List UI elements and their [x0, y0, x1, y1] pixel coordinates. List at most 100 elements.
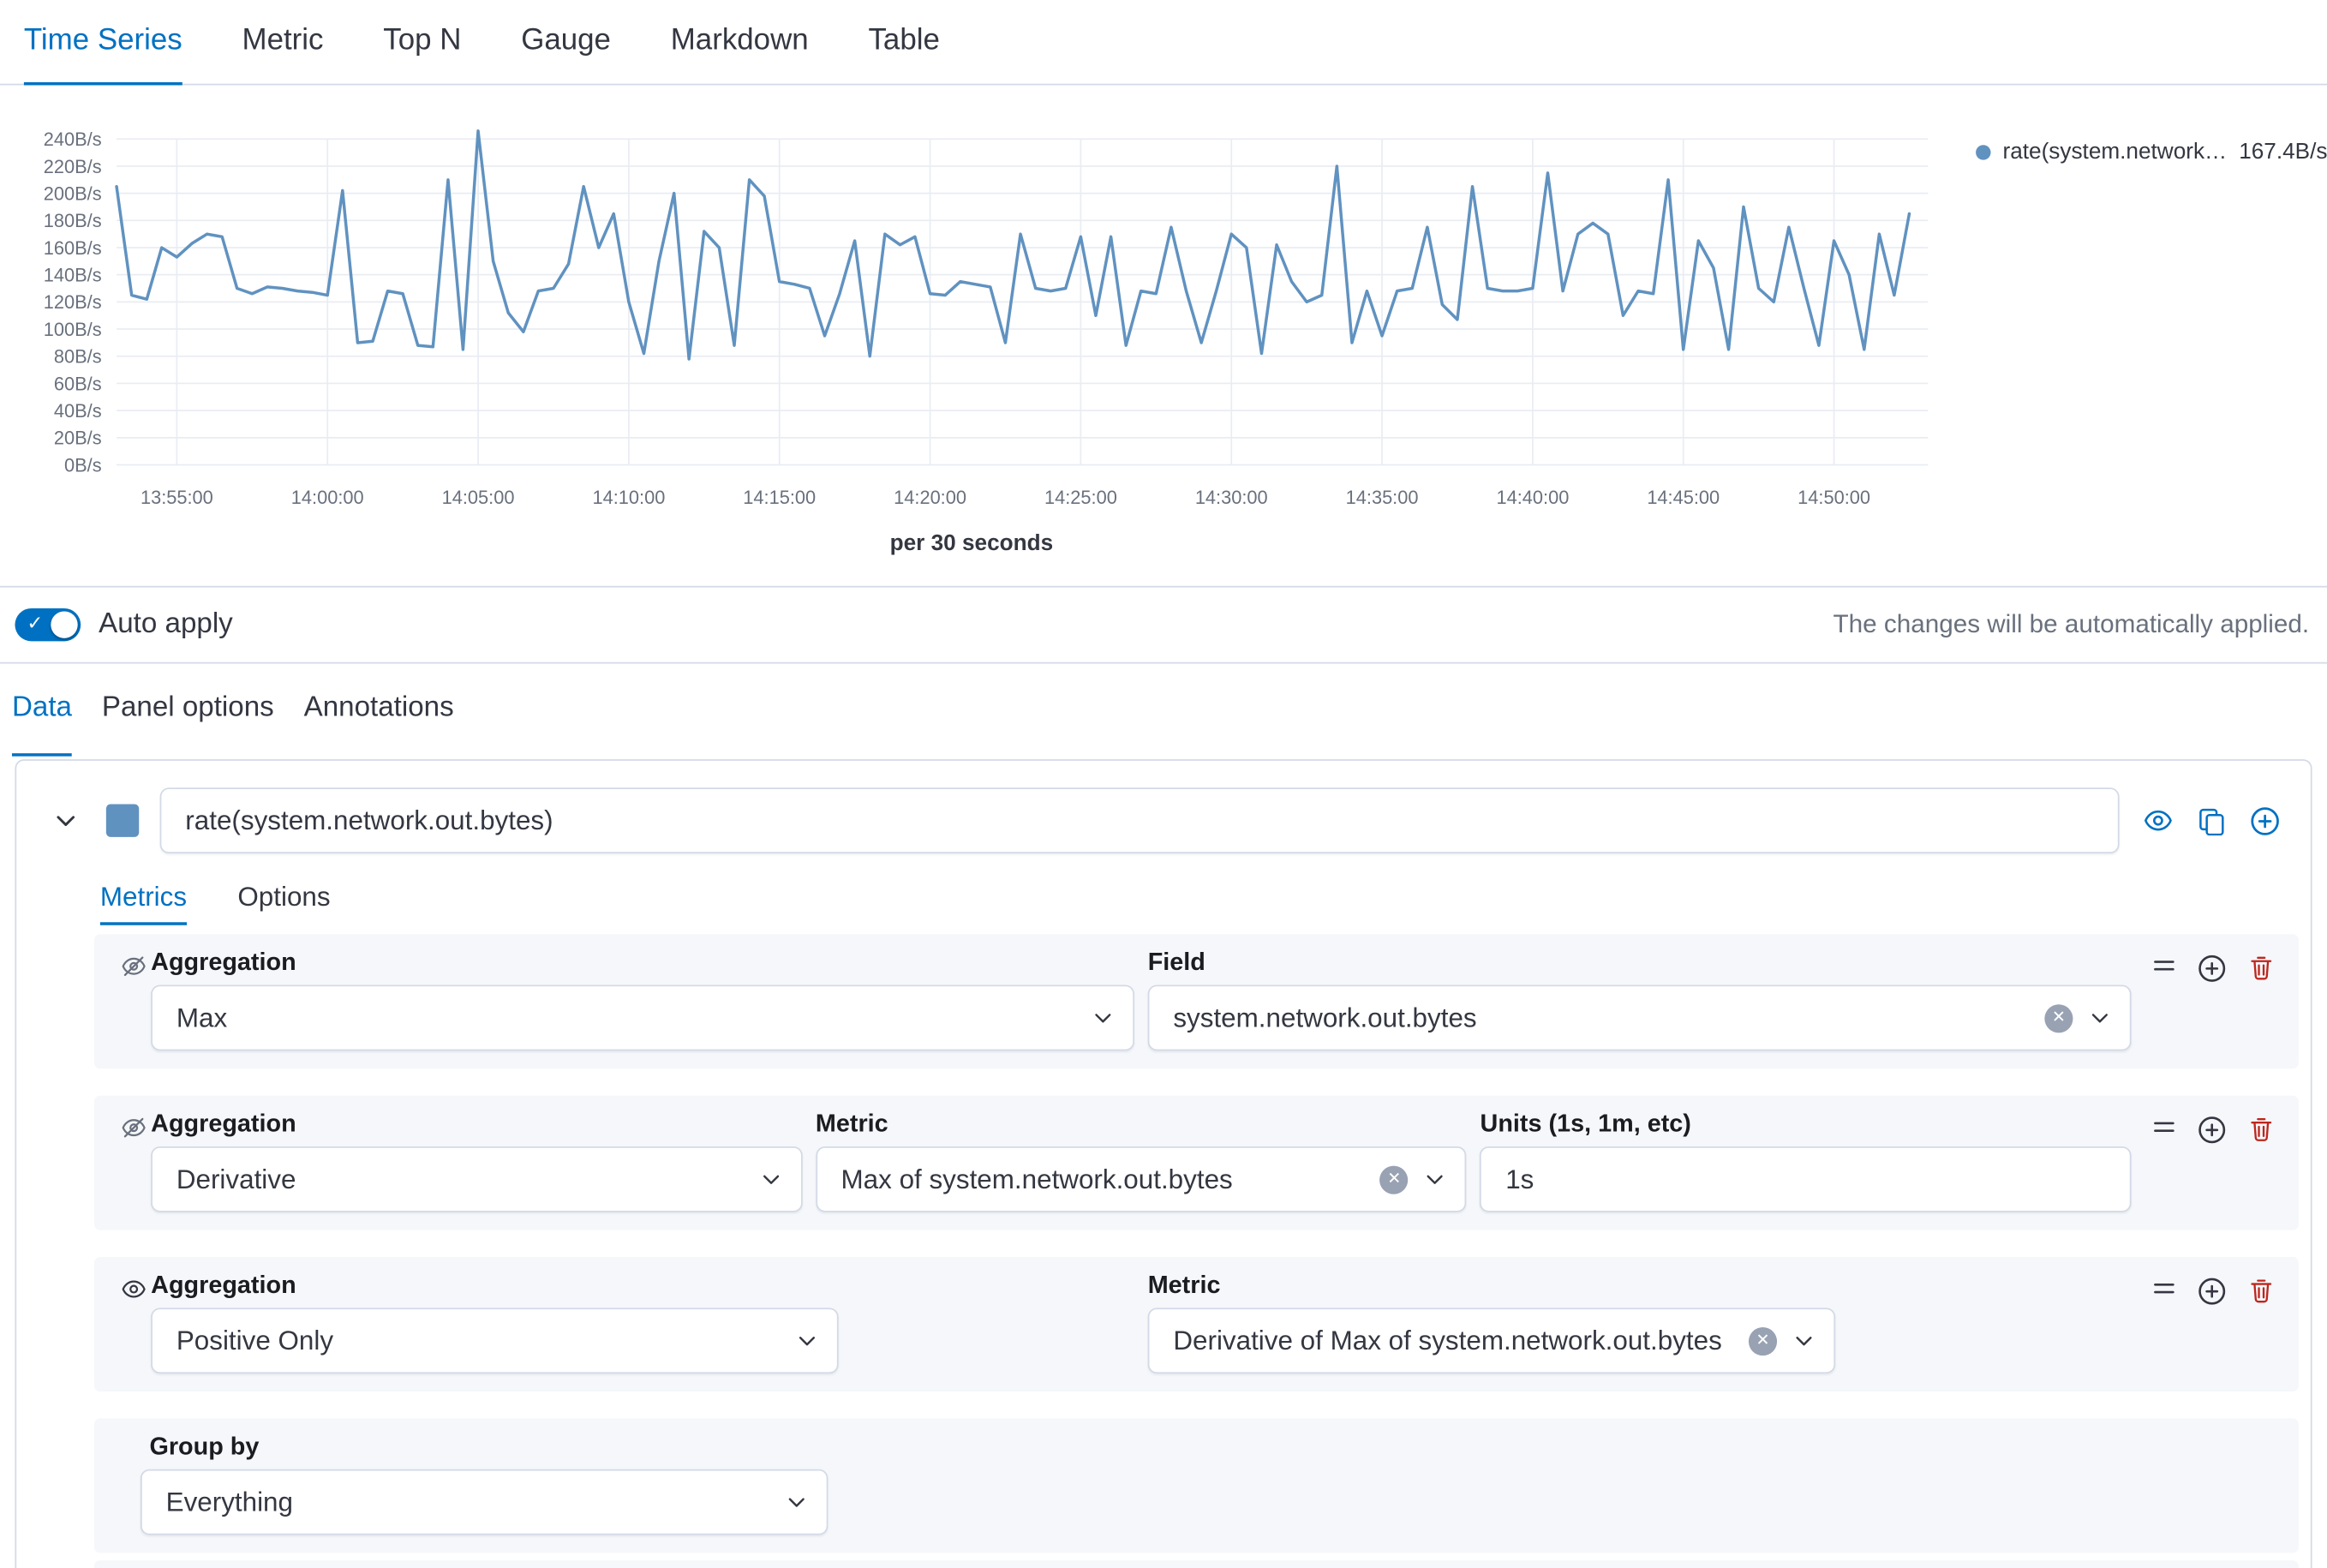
tab-data[interactable]: Data: [11, 664, 72, 757]
tab-metric[interactable]: Metric: [242, 23, 324, 57]
eye-icon: [2144, 810, 2172, 831]
metric-row-derivative: Aggregation Derivative Metric Max of sys…: [93, 1095, 2299, 1230]
svg-text:14:45:00: 14:45:00: [1647, 487, 1720, 508]
toggle-series-visibility-button[interactable]: [2143, 805, 2173, 835]
svg-text:0B/s: 0B/s: [64, 454, 102, 476]
clone-series-button[interactable]: [2197, 806, 2225, 835]
eye-slash-icon: [121, 1115, 147, 1212]
add-metric-button[interactable]: [2197, 954, 2227, 984]
aggregation-select[interactable]: Positive Only: [151, 1308, 839, 1374]
clear-icon[interactable]: ✕: [1379, 1164, 1409, 1194]
field-select[interactable]: system.network.out.bytes ✕: [1147, 984, 2132, 1051]
auto-apply-label: Auto apply: [99, 607, 233, 640]
plus-circle-icon: [2251, 806, 2279, 835]
delete-metric-button[interactable]: [2248, 1115, 2275, 1141]
tab-options[interactable]: Options: [237, 881, 331, 912]
tab-top-n[interactable]: Top N: [383, 23, 462, 57]
chevron-down-icon: [57, 816, 75, 827]
units-label: Units (1s, 1m, etc): [1480, 1110, 1691, 1138]
svg-text:200B/s: 200B/s: [44, 183, 102, 204]
chart-legend[interactable]: rate(system.network… 167.4B/s: [1976, 139, 2327, 165]
legend-label: rate(system.network…: [2002, 139, 2228, 165]
copy-icon: [2199, 807, 2224, 835]
chevron-down-icon: [1091, 1006, 1115, 1030]
series-label-input[interactable]: [159, 787, 2120, 854]
svg-text:180B/s: 180B/s: [44, 210, 102, 231]
drag-handle[interactable]: [2152, 954, 2176, 978]
add-metric-button[interactable]: [2197, 1115, 2227, 1145]
aggregation-select[interactable]: Max: [151, 984, 1134, 1051]
svg-text:14:50:00: 14:50:00: [1798, 487, 1870, 508]
series-color-swatch[interactable]: [105, 804, 140, 837]
chevron-down-icon: [759, 1167, 783, 1191]
tab-markdown[interactable]: Markdown: [670, 23, 809, 57]
chevron-down-icon: [2088, 1006, 2112, 1030]
toggle-knob: [51, 611, 78, 638]
svg-text:14:15:00: 14:15:00: [743, 487, 816, 508]
svg-text:40B/s: 40B/s: [54, 400, 102, 422]
clear-icon[interactable]: ✕: [1748, 1326, 1778, 1356]
editor-tabs: Data Panel options Annotations: [0, 664, 2327, 757]
aggregation-select[interactable]: Derivative: [151, 1146, 803, 1212]
svg-text:13:55:00: 13:55:00: [141, 487, 213, 508]
tab-table[interactable]: Table: [868, 23, 940, 57]
aggregation-label: Aggregation: [151, 949, 296, 977]
group-by-block: Group by Everything: [93, 1418, 2299, 1553]
metric-select[interactable]: Max of system.network.out.bytes ✕: [815, 1146, 1467, 1212]
check-icon: ✓: [27, 611, 44, 634]
drag-handle[interactable]: [2152, 1115, 2176, 1139]
chevron-down-icon: [785, 1490, 809, 1514]
row-actions: [2132, 1277, 2275, 1373]
svg-text:100B/s: 100B/s: [44, 319, 102, 340]
group-by-select[interactable]: Everything: [140, 1469, 829, 1535]
collapse-series-button[interactable]: [50, 804, 82, 836]
tab-annotations[interactable]: Annotations: [303, 691, 454, 724]
svg-text:14:00:00: 14:00:00: [291, 487, 364, 508]
chevron-down-icon: [1423, 1167, 1447, 1191]
svg-text:160B/s: 160B/s: [44, 237, 102, 259]
group-by-label: Group by: [149, 1433, 260, 1461]
metric-row-max: Aggregation Max Field system.network.out…: [93, 934, 2299, 1069]
drag-handle[interactable]: [2152, 1277, 2176, 1301]
delete-metric-button[interactable]: [2248, 1277, 2275, 1303]
svg-text:20B/s: 20B/s: [54, 428, 102, 449]
metric-label: Metric: [815, 1110, 888, 1138]
tab-metrics[interactable]: Metrics: [99, 871, 188, 925]
add-series-button[interactable]: [2249, 805, 2281, 836]
aggregation-label: Aggregation: [151, 1110, 296, 1138]
legend-value: 167.4B/s: [2239, 139, 2327, 165]
metric-select[interactable]: Derivative of Max of system.network.out.…: [1147, 1308, 1836, 1374]
series-inner-tabs: Metrics Options: [16, 871, 2311, 925]
field-label: Field: [1147, 949, 1205, 977]
svg-text:14:20:00: 14:20:00: [894, 487, 966, 508]
svg-text:80B/s: 80B/s: [54, 346, 102, 368]
tab-time-series[interactable]: Time Series: [23, 0, 182, 86]
metric-row-positive-only: Aggregation Positive Only Metric Derivat…: [93, 1257, 2299, 1392]
tab-panel-options[interactable]: Panel options: [101, 691, 274, 724]
add-metric-button[interactable]: [2197, 1277, 2227, 1307]
clear-icon[interactable]: ✕: [2044, 1003, 2073, 1032]
chevron-down-icon: [1792, 1329, 1816, 1353]
svg-text:14:40:00: 14:40:00: [1496, 487, 1569, 508]
timeseries-chart[interactable]: 0B/s 20B/s 40B/s 60B/s 80B/s 100B/s 120B/s 140B…: [0, 118, 1943, 522]
units-input[interactable]: [1480, 1146, 2132, 1212]
svg-text:14:10:00: 14:10:00: [592, 487, 665, 508]
x-axis-title: per 30 seconds: [889, 530, 1054, 556]
series-actions: [2143, 805, 2289, 836]
svg-text:240B/s: 240B/s: [44, 129, 102, 150]
row-actions: [2132, 1115, 2275, 1212]
auto-apply-toggle[interactable]: ✓: [15, 607, 81, 642]
chevron-down-icon: [795, 1329, 819, 1353]
auto-apply-hint: The changes will be automatically applie…: [1833, 609, 2310, 638]
metric-rows: Aggregation Max Field system.network.out…: [93, 934, 2299, 1392]
metric-label: Metric: [1147, 1272, 1221, 1299]
delete-metric-button[interactable]: [2248, 954, 2275, 980]
svg-text:120B/s: 120B/s: [44, 291, 102, 313]
tab-gauge[interactable]: Gauge: [521, 23, 611, 57]
svg-text:220B/s: 220B/s: [44, 156, 102, 177]
eye-slash-icon: [121, 954, 147, 1050]
row-actions: [2132, 954, 2275, 1050]
series-panel: Metrics Options Aggregation Max: [15, 759, 2312, 1568]
svg-text:14:30:00: 14:30:00: [1195, 487, 1268, 508]
